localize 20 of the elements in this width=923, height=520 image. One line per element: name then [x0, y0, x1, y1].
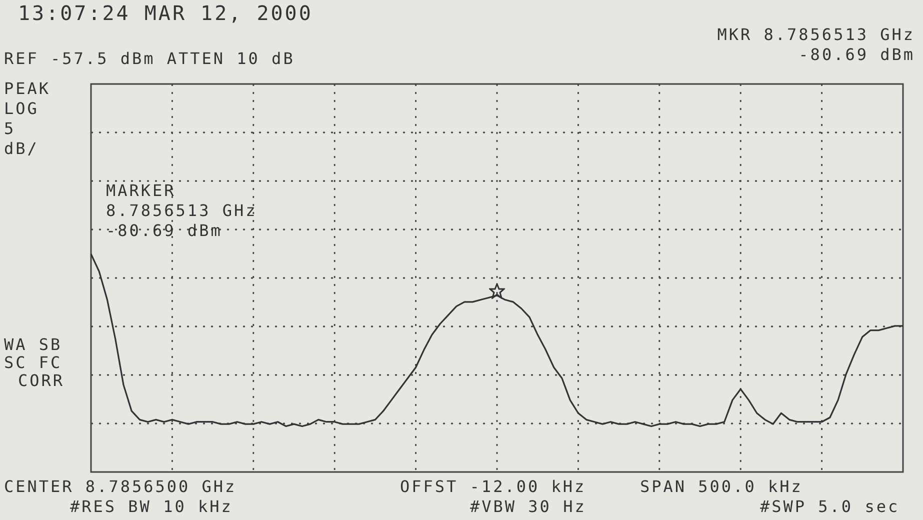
text: #VBW 30 Hz	[470, 497, 586, 516]
text: REF -57.5 dBm ATTEN 10 dB	[4, 49, 295, 68]
text: PEAK	[4, 79, 51, 98]
text: -80.69 dBm	[798, 45, 915, 64]
text: SPAN 500.0 kHz	[640, 477, 803, 496]
text: #SWP 5.0 sec	[760, 497, 900, 516]
text: LOG	[4, 99, 39, 118]
text: MARKER	[106, 181, 176, 200]
text: 13:07:24 MAR 12, 2000	[18, 1, 313, 25]
text: #RES BW 10 kHz	[70, 497, 233, 516]
text: WA SB	[4, 335, 62, 354]
text: CORR	[18, 371, 65, 390]
text: -80.69 dBm	[106, 221, 222, 240]
text: 8.7856513 GHz	[106, 201, 258, 220]
text: SC FC	[4, 353, 62, 372]
text: CENTER 8.7856500 GHz	[4, 477, 237, 496]
text: 5	[4, 119, 16, 138]
text: OFFST -12.00 kHz	[400, 477, 586, 496]
text: MKR 8.7856513 GHz	[717, 25, 915, 44]
text: dB/	[4, 139, 39, 158]
